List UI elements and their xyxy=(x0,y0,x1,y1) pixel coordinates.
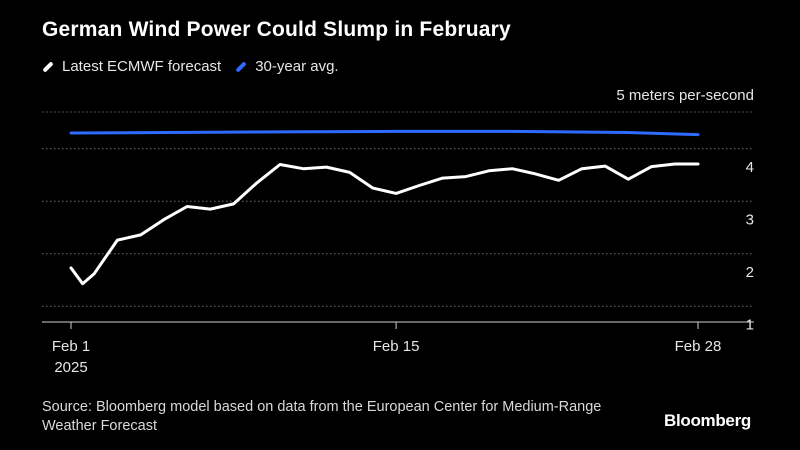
y-axis-unit-label: 5 meters per-second xyxy=(616,87,754,104)
series-line-forecast xyxy=(69,162,700,286)
legend-item-average: 30-year avg. xyxy=(235,58,339,75)
series-line-average xyxy=(69,129,700,137)
y-tick-label-2: 2 xyxy=(746,264,754,281)
legend: Latest ECMWF forecast 30-year avg. xyxy=(42,58,353,75)
y-tick-label-4: 4 xyxy=(746,159,754,176)
chart-title: German Wind Power Could Slump in Februar… xyxy=(42,18,511,41)
bloomberg-logo: Bloomberg xyxy=(663,411,751,430)
y-tick-label-3: 3 xyxy=(746,211,754,228)
x-tick-sublabel-1: 2025 xyxy=(54,359,87,376)
legend-label-forecast: Latest ECMWF forecast xyxy=(62,58,222,75)
x-tick-label-15: Feb 15 xyxy=(373,338,420,355)
legend-item-forecast: Latest ECMWF forecast xyxy=(42,58,221,75)
legend-label-average: 30-year avg. xyxy=(255,58,339,75)
x-tick-label-1: Feb 1 xyxy=(52,338,90,355)
source-note: Source: Bloomberg model based on data fr… xyxy=(42,399,602,434)
y-tick-label-1: 1 xyxy=(746,316,754,333)
x-tick-label-28: Feb 28 xyxy=(675,338,722,355)
